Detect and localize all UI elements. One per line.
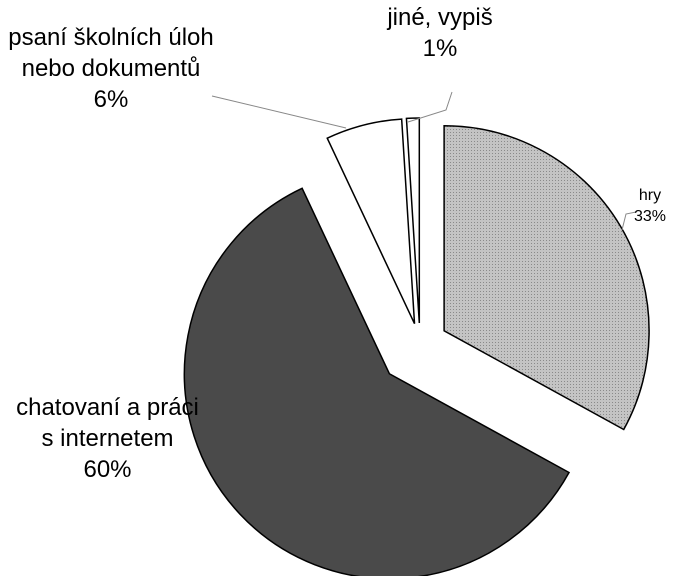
pie-slice — [443, 124, 650, 431]
category-label: psaní školních úloh nebo dokumentů — [8, 24, 214, 83]
leader-line — [407, 91, 453, 123]
pie-slice — [326, 118, 416, 325]
value-label: 6% — [93, 86, 129, 114]
category-label: jiné, vypiš — [387, 4, 493, 31]
category-label: chatovaní a práci s internetem — [16, 394, 199, 453]
slice-label: hry 33% — [610, 186, 690, 228]
slice-label: chatovaní a práci s internetem 60% — [10, 392, 205, 486]
pie-slice — [183, 187, 571, 576]
leader-line — [621, 211, 637, 231]
slice-label: psaní školních úloh nebo dokumentů 6% — [0, 22, 222, 116]
value-label: 1% — [422, 35, 458, 63]
value-label: 60% — [83, 456, 132, 484]
slice-label: jiné, vypiš 1% — [360, 2, 520, 64]
value-label: 33% — [633, 207, 667, 225]
leader-line — [211, 95, 347, 129]
category-label: hry — [638, 187, 662, 204]
